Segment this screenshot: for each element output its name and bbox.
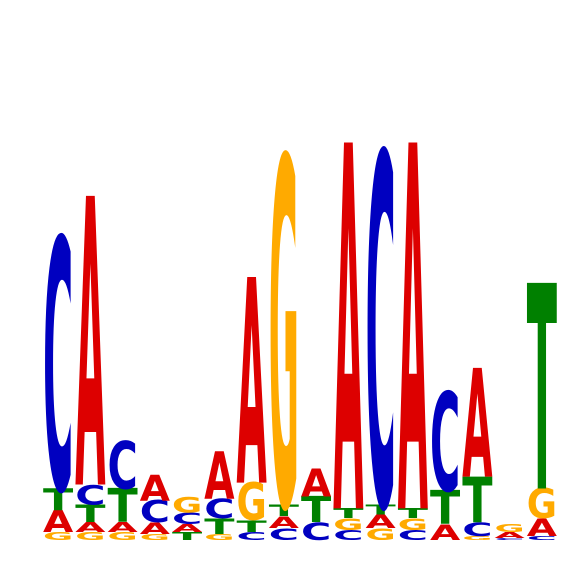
logo-letter-g: G <box>366 525 396 544</box>
logo-letter-t: T <box>269 501 300 520</box>
logo-letter-a: A <box>462 338 492 512</box>
logo-letter-g: G <box>172 493 202 518</box>
logo-letter-g: G <box>140 533 170 542</box>
logo-letter-t: T <box>108 479 138 533</box>
logo-letter-a: A <box>140 519 171 538</box>
logo-letter-g: G <box>462 535 492 541</box>
logo-letter-t: T <box>172 530 202 543</box>
logo-letter-g: G <box>43 530 73 542</box>
logo-letter-c: C <box>43 168 73 566</box>
logo-letter-a: A <box>366 511 397 533</box>
logo-letter-a: A <box>43 505 73 539</box>
logo-letter-c: C <box>527 535 557 541</box>
logo-letter-g: G <box>527 482 557 529</box>
logo-letter-a: A <box>204 438 235 514</box>
logo-letter-t: T <box>527 227 557 555</box>
logo-letter-a: A <box>75 520 106 536</box>
logo-letter-g: G <box>495 522 525 534</box>
logo-letter-c: C <box>108 428 138 504</box>
logo-letter-t: T <box>462 465 492 538</box>
logo-letter-c: C <box>398 528 428 543</box>
logo-letter-t: T <box>398 506 429 522</box>
logo-letter-a: A <box>495 531 525 541</box>
logo-letter-a: A <box>237 222 267 550</box>
logo-letter-a: A <box>430 521 461 546</box>
logo-position-9: CTA <box>301 462 332 546</box>
logo-letter-t: T <box>43 483 74 518</box>
logo-letter-c: C <box>204 494 234 525</box>
logo-letter-c: C <box>140 496 170 530</box>
logo-letter-t: T <box>237 517 268 536</box>
logo-letter-t: T <box>204 515 234 540</box>
logo-letter-g: G <box>204 533 234 542</box>
logo-letter-a: A <box>75 119 106 566</box>
logo-letter-t: T <box>333 506 364 522</box>
logo-letter-a: A <box>140 467 170 509</box>
logo-letter-g: G <box>237 472 267 533</box>
logo-letter-a: A <box>527 514 558 542</box>
logo-letter-t: T <box>301 490 332 530</box>
logo-letter-a: A <box>333 43 364 566</box>
logo-letter-t: T <box>366 502 397 518</box>
logo-letter-a: A <box>301 462 331 506</box>
logo-letter-a: A <box>269 513 300 532</box>
logo-letter-c: C <box>333 528 363 543</box>
logo-letter-a: A <box>172 522 203 535</box>
logo-letter-c: C <box>172 510 202 529</box>
logo-letter-c: C <box>237 530 267 543</box>
logo-letter-t: T <box>75 500 106 528</box>
logo-letter-a: A <box>398 43 429 566</box>
logo-letter-c: C <box>301 518 331 546</box>
logo-position-13: ATC <box>430 365 461 546</box>
logo-letter-c: C <box>462 518 492 540</box>
logo-letter-g: G <box>398 515 428 534</box>
logo-letter-g: G <box>108 530 138 542</box>
logo-letter-t: T <box>430 481 460 535</box>
logo-letter-c: C <box>366 56 396 566</box>
logo-letter-g: G <box>75 530 105 542</box>
logo-position-15: CAG <box>495 522 525 540</box>
logo-letter-a: A <box>108 520 139 536</box>
logo-letter-c: C <box>430 365 460 523</box>
logo-letter-c: C <box>495 537 525 540</box>
logo-letter-c: C <box>75 480 105 511</box>
logo-letter-g: G <box>333 515 363 534</box>
logo-letter-c: C <box>269 525 299 544</box>
logo-letter-g: G <box>269 62 299 566</box>
